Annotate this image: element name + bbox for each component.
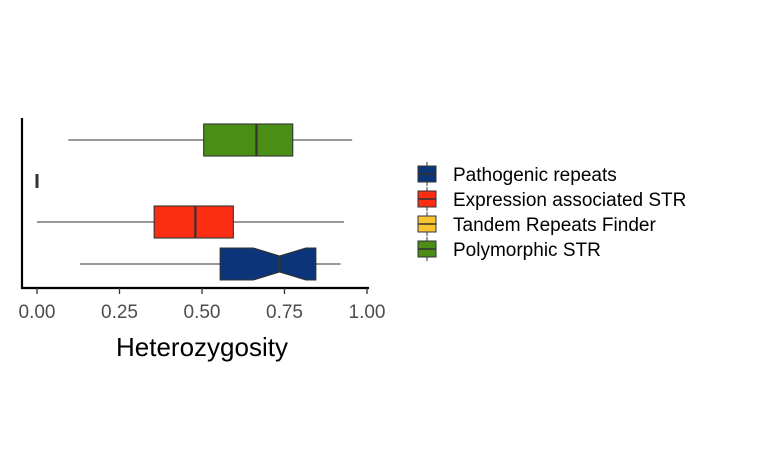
x-tick-label: 0.75 xyxy=(266,302,303,323)
legend-label-polymorphic-str: Polymorphic STR xyxy=(453,240,601,261)
box-expression-associated-str xyxy=(37,205,344,239)
legend-label-pathogenic-repeats: Pathogenic repeats xyxy=(453,165,617,186)
legend-label-expression-associated-str: Expression associated STR xyxy=(453,190,686,211)
box-pathogenic-repeats xyxy=(79,247,341,281)
legend-item-pathogenic-repeats: Pathogenic repeats xyxy=(417,162,617,186)
legend-item-polymorphic-str: Polymorphic STR xyxy=(417,237,601,261)
box-body-expression-associated-str xyxy=(153,205,234,239)
plot-area xyxy=(35,123,353,281)
x-tick-label: 0.00 xyxy=(19,302,56,323)
legend-label-tandem-repeats-finder: Tandem Repeats Finder xyxy=(453,215,656,236)
box-polymorphic-str xyxy=(68,123,353,157)
legend-item-expression-associated-str: Expression associated STR xyxy=(417,187,686,211)
x-tick-label: 0.50 xyxy=(184,302,221,323)
legend-item-tandem-repeats-finder: Tandem Repeats Finder xyxy=(417,212,656,236)
x-tick-label: 1.00 xyxy=(349,302,386,323)
x-axis-title: Heterozygosity xyxy=(116,332,288,362)
box-body-pathogenic-repeats xyxy=(219,247,317,281)
legend: Pathogenic repeats Expression associated … xyxy=(417,162,686,261)
box-body-polymorphic-str xyxy=(203,123,294,157)
x-axis: 0.00 0.25 0.50 0.75 1.00 xyxy=(19,118,386,323)
x-tick-label: 0.25 xyxy=(101,302,138,323)
